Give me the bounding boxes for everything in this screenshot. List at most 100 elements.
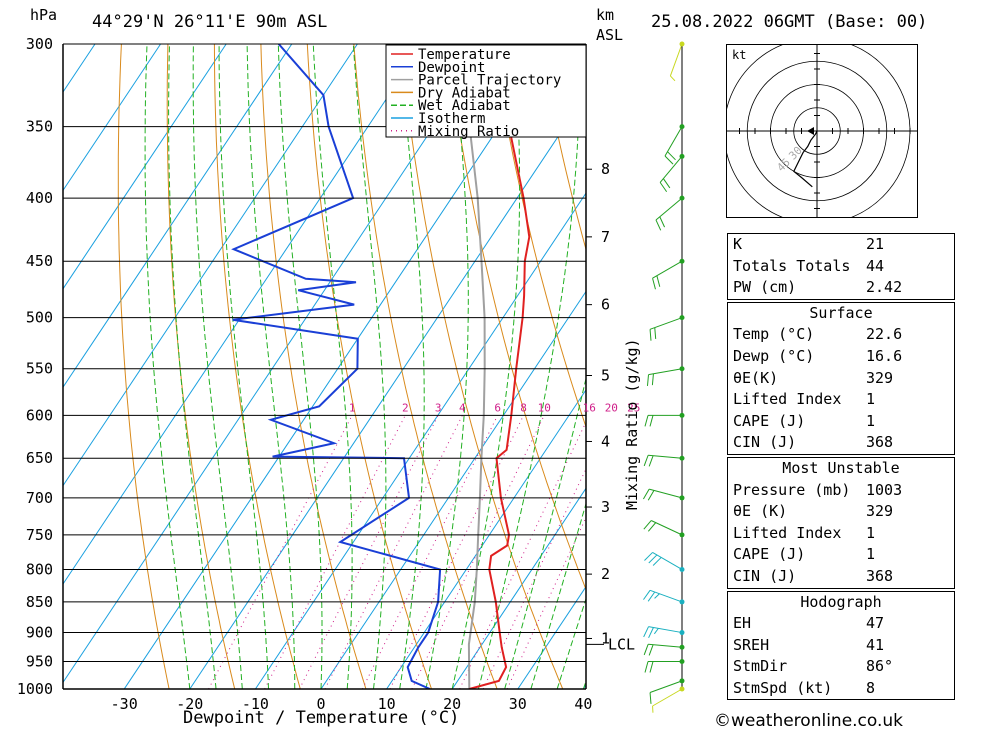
wind-barb-flag: [644, 552, 652, 560]
wind-barb-shaft: [650, 590, 682, 602]
wet-adiabat-line: [426, 44, 468, 689]
temperature-tick-label: 40: [574, 695, 592, 713]
wind-barb-flag: [645, 662, 648, 673]
index-row: θE(K)329: [728, 368, 954, 390]
index-row: Temp (°C)22.6: [728, 324, 954, 346]
isotherm-line: [190, 44, 620, 689]
pressure-tick-label: 700: [26, 489, 53, 507]
height-tick-label: 6: [601, 296, 610, 314]
wind-barb-flag: [660, 182, 666, 191]
wind-barb-flag: [663, 179, 669, 188]
wind-barb-flag: [644, 627, 649, 637]
height-tick-label: 8: [601, 160, 610, 178]
isotherm-line: [0, 44, 161, 689]
mixing-ratio-line: [325, 415, 462, 689]
dry-adiabat-line: [214, 26, 300, 689]
mixing-ratio-label: 16: [583, 401, 596, 414]
wind-barb-shaft: [653, 261, 682, 278]
pressure-tick-label: 300: [26, 35, 53, 53]
mixing-ratio-label: 6: [494, 401, 501, 414]
pressure-tick-label: 400: [26, 189, 53, 207]
wind-barb-flag: [650, 662, 653, 673]
height-tick-label: 2: [601, 565, 610, 583]
wet-adiabat-line: [169, 44, 216, 689]
isotherm-line: [59, 44, 489, 689]
wet-adiabat-line: [278, 44, 322, 689]
wind-barb-flag: [649, 628, 654, 638]
wind-barb-flag: [648, 592, 655, 601]
wind-barb-flag: [657, 276, 660, 287]
dry-adiabat-line: [118, 26, 169, 689]
pressure-tick-label: 950: [26, 653, 53, 671]
mixing-ratio-label: 2: [402, 401, 409, 414]
index-row: CIN (J)368: [728, 432, 954, 454]
index-row: StmSpd (kt)8: [728, 678, 954, 700]
pressure-tick-label: 500: [26, 309, 53, 327]
pressure-tick-label: 900: [26, 624, 53, 642]
wind-barb-flag: [645, 415, 648, 426]
wind-barb-flag: [644, 644, 648, 655]
wind-barb-flag: [650, 415, 653, 426]
wind-barb-flag: [649, 555, 657, 563]
copyright-link[interactable]: ©weatheronline.co.uk: [714, 711, 903, 731]
mixing-ratio-label: 1: [349, 401, 356, 414]
height-tick-label: 5: [601, 366, 610, 384]
wind-barb-shaft: [651, 521, 682, 535]
height-tick-label: 7: [601, 228, 610, 246]
hodograph-ring-label: 30: [786, 144, 805, 163]
wind-barb-flag: [653, 278, 656, 289]
wind-barb-shaft: [650, 318, 682, 330]
wind-barb-flag: [644, 521, 651, 530]
wind-barb-flag: [653, 557, 661, 565]
wind-barb-shaft: [660, 156, 682, 182]
index-row: Dewp (°C)16.6: [728, 346, 954, 368]
wind-barb-shaft: [653, 689, 682, 706]
wind-barb-flag: [649, 456, 653, 467]
index-row: PW (cm)2.42: [728, 277, 954, 299]
mixing-ratio-label: 10: [538, 401, 551, 414]
x-axis-label: Dewpoint / Temperature (°C): [183, 711, 459, 726]
wind-barb-flag: [655, 328, 656, 339]
wind-barb-flag: [643, 590, 650, 599]
wind-barb-shaft: [665, 127, 682, 156]
dewpoint-series-line: [233, 44, 441, 689]
hodograph-unit-label: kt: [732, 48, 746, 63]
mixing-ratio-label: 8: [520, 401, 527, 414]
wind-barb-shaft: [649, 489, 682, 498]
wind-barb-flag: [652, 374, 653, 385]
wind-barb-shaft: [653, 552, 682, 569]
wind-barb-flag: [650, 329, 651, 340]
wind-barb-shaft: [650, 681, 682, 693]
mixing-ratio-label: 3: [435, 401, 442, 414]
wind-barb-flag: [668, 152, 676, 160]
most-unstable-indices: Most Unstable Pressure (mb)1003 θE (K)32…: [727, 457, 955, 589]
wind-barb-flag: [655, 594, 660, 599]
wind-barb-flag: [654, 628, 658, 633]
index-row: θE (K)329: [728, 501, 954, 523]
surface-title: Surface: [728, 303, 954, 325]
isotherm-line: [124, 44, 554, 689]
wind-barb-flag: [647, 375, 648, 386]
index-row: CAPE (J)1: [728, 544, 954, 566]
wind-barb-shaft: [649, 369, 682, 375]
wind-level-dot: [680, 124, 685, 129]
pressure-tick-label: 1000: [17, 680, 53, 698]
isotherm-line: [321, 44, 751, 689]
wind-barb-flag: [643, 489, 649, 499]
mixing-ratio-axis-label: Mixing Ratio (g/kg): [625, 338, 640, 510]
index-row: CIN (J)368: [728, 566, 954, 588]
pressure-tick-label: 650: [26, 449, 53, 467]
wind-barb-shaft: [656, 198, 682, 220]
temperature-tick-label: 30: [509, 695, 527, 713]
wet-adiabat-line: [531, 44, 704, 689]
